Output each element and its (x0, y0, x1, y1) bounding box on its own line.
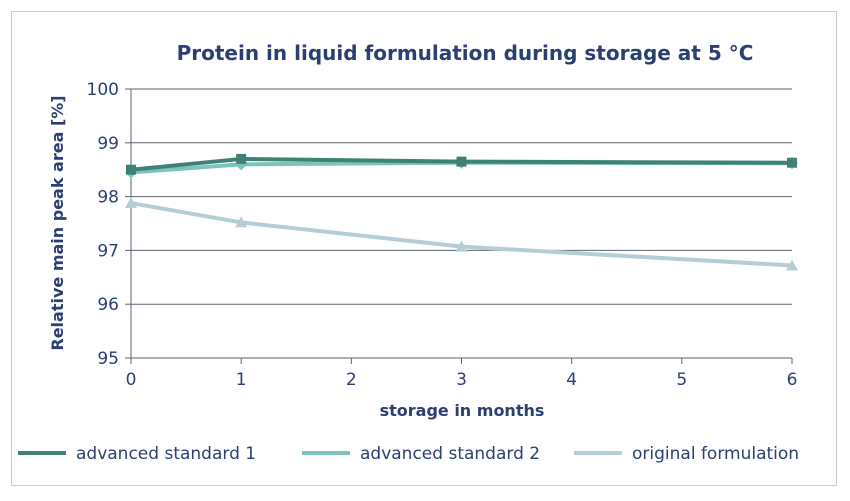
y-tick-labels: 95 96 97 98 99 100 (87, 80, 119, 369)
y-tick-label: 100 (87, 80, 119, 100)
original-formulation-point (786, 259, 798, 271)
series-lines (125, 153, 798, 271)
legend: advanced standard 1 advanced standard 2 or… (18, 444, 799, 464)
original-formulation-point (125, 197, 137, 209)
advanced-standard-1-line (130, 156, 793, 172)
advanced-standard-1-point (236, 153, 247, 164)
x-tick-label: 2 (346, 370, 357, 390)
y-tick-label: 98 (97, 188, 119, 208)
legend-item-original-formulation: original formulation (574, 444, 799, 464)
y-tick-label: 99 (97, 134, 119, 154)
x-tick-label: 1 (236, 370, 247, 390)
series-advanced-standard-1 (126, 153, 797, 175)
legend-label: original formulation (632, 444, 799, 464)
y-tick-label: 97 (97, 241, 119, 261)
legend-item-advanced-standard-2: advanced standard 2 (302, 444, 540, 464)
advanced-standard-1-point (787, 157, 797, 168)
series-original-formulation (125, 197, 798, 271)
x-tick-label: 3 (456, 370, 467, 390)
original-formulation-line (130, 201, 793, 268)
original-formulation-point (235, 216, 248, 228)
legend-label: advanced standard 2 (360, 444, 540, 464)
y-axis-title: Relative main peak area [%] (48, 95, 67, 350)
original-formulation-point (455, 240, 468, 252)
legend-label: advanced standard 1 (76, 444, 256, 464)
x-axis-title: storage in months (380, 401, 545, 420)
y-tick-label: 96 (97, 295, 119, 315)
x-tick-labels: 0 1 2 3 4 5 6 (126, 370, 798, 390)
x-tick-label: 5 (676, 370, 687, 390)
chart-title: Protein in liquid formulation during sto… (177, 41, 754, 65)
x-tick-label: 0 (126, 370, 137, 390)
x-tick-label: 4 (566, 370, 577, 390)
axes (125, 88, 793, 364)
y-tick-label: 95 (97, 349, 119, 369)
legend-item-advanced-standard-1: advanced standard 1 (18, 444, 256, 464)
chart-frame (11, 11, 837, 486)
x-tick-label: 6 (787, 370, 798, 390)
gridlines (131, 88, 792, 305)
advanced-standard-1-point (456, 156, 467, 167)
advanced-standard-1-point (126, 164, 136, 175)
